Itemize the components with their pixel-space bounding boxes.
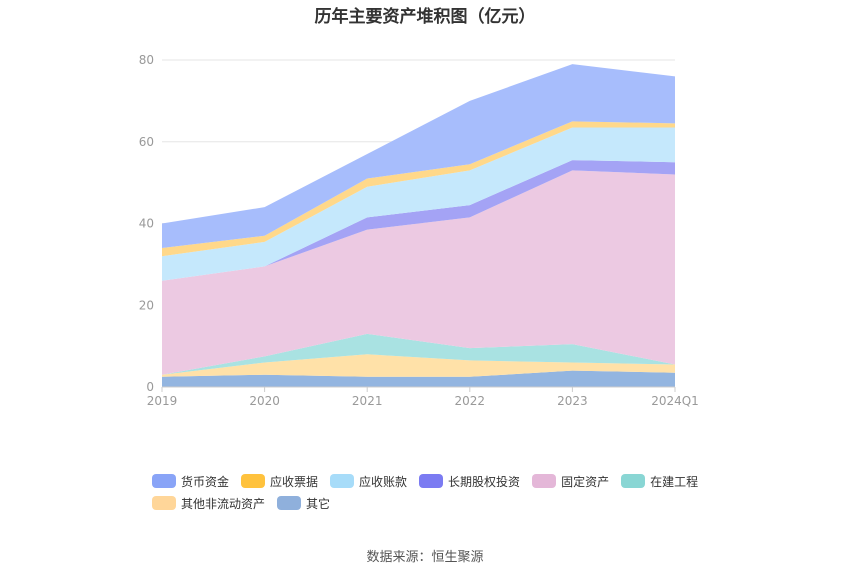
x-tick-label: 2024Q1 — [651, 394, 699, 408]
legend-label: 其他非流动资产 — [181, 496, 266, 511]
legend-label: 应收票据 — [270, 474, 319, 489]
x-tick-label: 2023 — [557, 394, 588, 408]
x-tick-label: 2022 — [455, 394, 486, 408]
legend-label: 货币资金 — [181, 474, 230, 489]
area-series-5 — [162, 160, 675, 281]
legend-item[interactable]: 其他非流动资产 — [152, 492, 265, 514]
area-series-1 — [162, 370, 675, 387]
x-tick-label: 2020 — [249, 394, 280, 408]
stacked-area-chart: 0 20 40 60 80 2019 2020 2021 2022 2023 2024Q1 — [139, 53, 699, 408]
legend: 货币资金 应收票据 应收账款 长期股权投资 固定资产 在建工程其他非流动资产 其它 — [152, 470, 712, 514]
legend-swatch — [419, 474, 444, 488]
area-series-layer — [162, 64, 675, 387]
area-series-2 — [162, 354, 675, 377]
area-series-7 — [162, 121, 675, 257]
axes: 0 20 40 60 80 2019 2020 2021 2022 2023 2024Q1 — [139, 53, 699, 408]
area-series-6 — [162, 127, 675, 281]
y-tick-label: 0 — [146, 380, 154, 394]
legend-swatch — [621, 474, 646, 488]
legend-swatch — [152, 496, 176, 510]
legend-label: 其它 — [306, 496, 331, 511]
legend-item[interactable]: 应收票据 — [241, 470, 318, 492]
legend-item[interactable]: 货币资金 — [152, 470, 229, 492]
legend-swatch — [330, 474, 355, 488]
area-series-3 — [162, 333, 675, 375]
legend-item[interactable]: 固定资产 — [532, 470, 609, 492]
legend-swatch — [277, 496, 302, 510]
x-tick-label: 2019 — [147, 394, 178, 408]
legend-label: 固定资产 — [561, 474, 610, 489]
y-tick-label: 60 — [139, 135, 154, 149]
legend-item[interactable]: 应收账款 — [330, 470, 407, 492]
y-tick-label: 40 — [139, 217, 154, 231]
chart-title: 历年主要资产堆积图（亿元） — [314, 7, 536, 27]
legend-swatch — [241, 474, 266, 488]
legend-label: 在建工程 — [650, 474, 699, 489]
legend-item[interactable]: 其它 — [277, 492, 330, 514]
legend-label: 长期股权投资 — [448, 474, 521, 489]
y-tick-label: 20 — [139, 298, 154, 312]
legend-swatch — [532, 474, 557, 488]
legend-item[interactable]: 长期股权投资 — [419, 470, 520, 492]
legend-label: 应收账款 — [359, 474, 408, 489]
source-note: 数据来源：恒生聚源 — [366, 550, 484, 565]
y-tick-label: 80 — [139, 53, 154, 67]
x-tick-label: 2021 — [352, 394, 383, 408]
area-series-4 — [162, 170, 675, 375]
legend-item[interactable]: 在建工程 — [621, 470, 698, 492]
area-series-8 — [162, 64, 675, 249]
legend-swatch — [152, 474, 176, 488]
